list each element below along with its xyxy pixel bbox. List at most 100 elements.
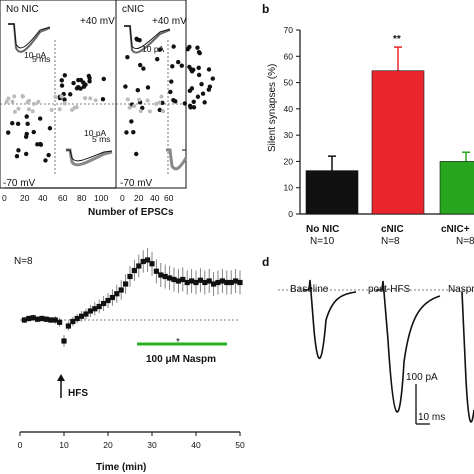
panel-a-epsc-point: [145, 98, 150, 103]
panel-a-epsc-point: [141, 66, 146, 71]
panel-d-trace-label: post-HFS: [368, 284, 411, 295]
panel-a-epsc-point: [14, 154, 20, 159]
panel-a-left-tick: 100: [94, 193, 108, 203]
panel-c-x-ticks: 0 10 20 30 40 50: [18, 432, 245, 450]
panel-c-point: [145, 257, 151, 263]
panel-a-inset-bottom-right: [166, 148, 188, 171]
panel-a-epsc-point: [188, 105, 193, 110]
panel-b-bars: [305, 46, 474, 215]
panel-a-epsc-point: [93, 98, 98, 103]
panel-a-epsc-point: [125, 97, 130, 102]
panel-a-epsc-point: [195, 94, 201, 99]
panel-a-epsc-point: [24, 114, 29, 119]
panel-b-bar: [305, 170, 359, 215]
panel-a-inset-bottom-left: 10 pA 5 ms: [66, 128, 113, 167]
panel-a-epsc-point: [124, 130, 129, 135]
panel-a-epsc-point: [4, 99, 9, 104]
panel-a-epsc-point: [62, 97, 67, 102]
panel-b-y-tick-label: 0: [288, 209, 293, 219]
panel-c-point: [211, 281, 217, 287]
panel-d-label: d: [262, 255, 269, 269]
panel-a-right-tick: 60: [164, 193, 174, 203]
panel-a-epsc-point: [12, 109, 17, 114]
panel-a-epsc-point: [154, 101, 159, 106]
panel-a-left-neg-label: -70 mV: [3, 178, 36, 189]
panel-a-epsc-point: [189, 69, 195, 74]
panel-a-right-tick: 40: [150, 193, 160, 203]
panel-a: No NIC cNIC +40 mV +40 mV -70 mV -70 mV …: [0, 0, 216, 218]
panel-a-epsc-point: [169, 79, 174, 84]
panel-a-epsc-point: [137, 62, 143, 68]
panel-a-epsc-point: [202, 100, 207, 105]
panel-c-point: [197, 277, 203, 283]
panel-a-epsc-point: [179, 63, 184, 68]
panel-d-trace-post-hfs: [376, 280, 441, 413]
panel-c-x-label: Time (min): [96, 462, 146, 473]
panel-b-group-name: cNIC+: [441, 224, 470, 235]
panel-c-point: [202, 279, 208, 286]
panel-a-epsc-point: [191, 105, 197, 110]
panel-c-point: [101, 300, 107, 307]
panel-a-epsc-point: [132, 104, 137, 109]
panel-c-point: [237, 279, 243, 286]
panel-a-epsc-point: [70, 107, 75, 112]
panel-a-epsc-point: [30, 109, 35, 114]
panel-a-epsc-point: [131, 129, 136, 135]
panel-a-epsc-point: [137, 37, 142, 43]
panel-c-point: [57, 319, 63, 325]
panel-c-point: [167, 275, 173, 281]
panel-c-point: [48, 317, 54, 323]
panel-a-epsc-point: [129, 119, 134, 124]
panel-a-epsc-point: [25, 121, 30, 127]
panel-a-right-frame: [115, 0, 187, 189]
panel-a-epsc-point: [57, 107, 62, 112]
panel-b-y-tick-label: 70: [284, 25, 294, 35]
panel-a-epsc-point: [159, 94, 164, 99]
panel-a-epsc-point: [134, 151, 139, 157]
svg-text:10 pA: 10 pA: [24, 50, 47, 60]
panel-c-point: [219, 278, 225, 284]
panel-a-epsc-point: [36, 99, 41, 104]
panel-a-epsc-point: [196, 72, 202, 78]
panel-a-inset-top-right: 10 pA: [124, 25, 171, 54]
panel-c-x-tick-label: 30: [147, 440, 157, 450]
panel-b: b Silent synapses (%) 0 10 20 30 40 50 60 70 **…: [262, 2, 474, 247]
panel-c-point: [61, 338, 67, 344]
panel-a-epsc-point: [191, 99, 196, 105]
panel-a-left-tick: 80: [77, 193, 87, 203]
panel-a-epsc-point: [53, 94, 58, 99]
panel-a-epsc-point: [168, 89, 173, 95]
panel-a-epsc-point: [76, 77, 81, 83]
panel-c-point: [171, 276, 177, 283]
panel-a-left-scatter: [4, 73, 106, 163]
panel-c-point: [118, 287, 124, 293]
panel-b-y-tick-label: 50: [284, 78, 294, 88]
panel-a-epsc-point: [81, 84, 87, 89]
panel-b-y-tick-label: 30: [284, 130, 294, 140]
panel-a-epsc-point: [175, 59, 181, 65]
panel-b-y-label: Silent synapses (%): [267, 64, 278, 152]
panel-c-point: [30, 315, 36, 321]
panel-a-epsc-point: [26, 107, 31, 112]
panel-a-epsc-point: [187, 44, 192, 50]
panel-a-right-x-axis: 0 20 40 60: [120, 193, 174, 203]
panel-a-epsc-point: [87, 75, 92, 81]
panel-a-epsc-point: [200, 91, 206, 96]
panel-c-point: [162, 273, 168, 280]
panel-c-point: [228, 279, 234, 286]
panel-c-point: [74, 315, 80, 322]
panel-a-epsc-point: [6, 96, 11, 101]
panel-a-epsc-point: [10, 99, 15, 104]
panel-b-y-tick-label: 40: [284, 104, 294, 114]
panel-c-hfs-label: HFS: [68, 388, 88, 399]
panel-c-point: [26, 315, 32, 322]
panel-c-x-tick-label: 20: [103, 440, 113, 450]
svg-text:5 ms: 5 ms: [92, 134, 110, 144]
panel-a-epsc-point: [46, 152, 51, 158]
panel-a-epsc-point: [23, 151, 29, 157]
panel-a-epsc-point: [62, 101, 67, 106]
panel-a-epsc-point: [195, 45, 200, 50]
panel-a-epsc-point: [12, 94, 17, 99]
